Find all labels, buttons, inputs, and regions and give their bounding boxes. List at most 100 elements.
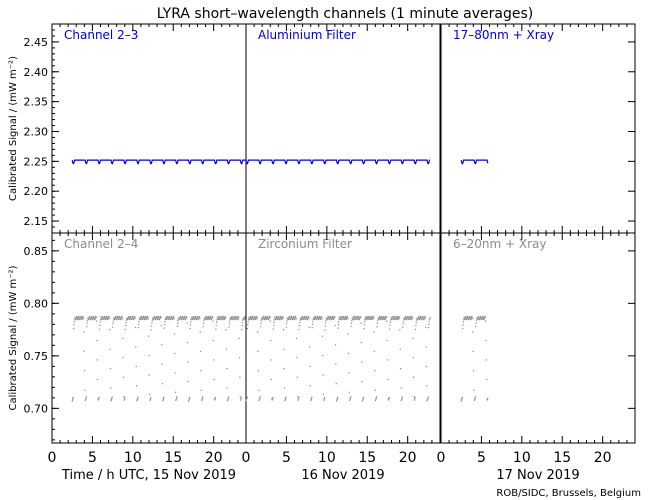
series-point xyxy=(469,315,471,318)
series-point xyxy=(382,318,384,321)
series-point xyxy=(423,317,425,320)
series-point xyxy=(162,397,165,400)
series-point xyxy=(352,318,355,320)
series-point xyxy=(414,398,416,400)
series-point xyxy=(92,318,94,321)
series-point xyxy=(295,318,297,320)
series-point xyxy=(255,317,257,319)
x-day-label: 16 Nov 2019 xyxy=(301,468,384,483)
series-point xyxy=(91,317,93,319)
series-point xyxy=(159,315,162,318)
series-point xyxy=(270,359,272,361)
series-point xyxy=(222,316,225,319)
series-point xyxy=(96,359,99,361)
footer-credit: ROB/SIDC, Brussels, Belgium xyxy=(496,488,641,499)
panel-label: Channel 2–4 xyxy=(64,237,138,251)
series-point xyxy=(272,328,274,330)
series-point xyxy=(308,317,310,319)
series-point xyxy=(292,316,295,318)
series-point xyxy=(296,395,299,398)
x-tick-label: 5 xyxy=(477,450,486,466)
series-point xyxy=(487,398,489,400)
panel-label: Zirconium Filter xyxy=(258,237,352,251)
series-point xyxy=(329,316,332,318)
series-point xyxy=(270,339,272,342)
series-point xyxy=(376,322,379,325)
series-point xyxy=(89,316,91,318)
series-point xyxy=(94,318,96,320)
series-point xyxy=(90,317,92,320)
series-point xyxy=(280,318,283,321)
series-point xyxy=(159,317,161,320)
series-point xyxy=(135,385,138,387)
series-point xyxy=(140,317,142,319)
series-point xyxy=(290,318,292,320)
series-point xyxy=(85,396,88,398)
y-tick-label: 0.70 xyxy=(24,402,49,415)
series-point xyxy=(396,315,398,318)
series-point xyxy=(425,346,427,348)
series-point xyxy=(484,316,486,319)
series-point xyxy=(256,331,259,333)
series-point xyxy=(134,326,137,329)
series-point xyxy=(390,319,392,321)
series-point xyxy=(476,317,478,319)
series-point xyxy=(105,318,107,320)
series-point xyxy=(477,318,479,320)
series-point xyxy=(71,399,74,401)
series-point xyxy=(278,316,280,318)
series-point xyxy=(296,376,298,378)
series-point xyxy=(337,323,340,326)
series-point xyxy=(117,316,119,319)
series-point xyxy=(192,315,195,318)
series-point xyxy=(348,399,351,402)
series-point xyxy=(95,316,97,319)
series-point xyxy=(175,399,177,402)
series-point xyxy=(148,393,151,396)
series-point xyxy=(109,367,112,370)
series-point xyxy=(377,317,380,319)
series-point xyxy=(287,317,289,319)
series-point xyxy=(236,318,239,320)
series-point xyxy=(220,316,223,318)
series-point xyxy=(211,315,213,318)
series-point xyxy=(227,398,229,401)
series-point xyxy=(357,316,360,318)
series-point xyxy=(474,396,477,398)
series-point xyxy=(95,315,97,318)
series-point xyxy=(375,396,378,398)
x-tick-label: 15 xyxy=(553,450,571,466)
series-point xyxy=(177,319,179,322)
series-point xyxy=(84,398,87,400)
series-point xyxy=(283,348,285,350)
series-point xyxy=(466,318,468,320)
series-point xyxy=(303,317,305,319)
series-point xyxy=(408,318,410,321)
series-point xyxy=(470,317,473,319)
series-point xyxy=(385,316,388,319)
series-point xyxy=(359,317,362,319)
series-point xyxy=(217,318,219,321)
series-point xyxy=(136,400,138,402)
series-point xyxy=(285,396,287,398)
series-point xyxy=(74,316,76,319)
series-point xyxy=(131,318,133,320)
series-point xyxy=(73,321,76,323)
series-point xyxy=(465,315,467,318)
series-point xyxy=(111,396,113,398)
series-point xyxy=(111,326,114,328)
series-point xyxy=(208,318,211,321)
series-point xyxy=(138,320,140,323)
series-point xyxy=(483,318,485,320)
series-point xyxy=(401,397,403,399)
series-point xyxy=(405,316,407,318)
series-point xyxy=(267,316,269,318)
series-point xyxy=(423,318,425,321)
series-point xyxy=(234,317,237,319)
series-point xyxy=(427,326,430,329)
series-point xyxy=(213,359,215,361)
series-point xyxy=(461,396,463,399)
series-point xyxy=(259,397,261,399)
series-point xyxy=(108,317,111,320)
series-point xyxy=(155,316,158,318)
